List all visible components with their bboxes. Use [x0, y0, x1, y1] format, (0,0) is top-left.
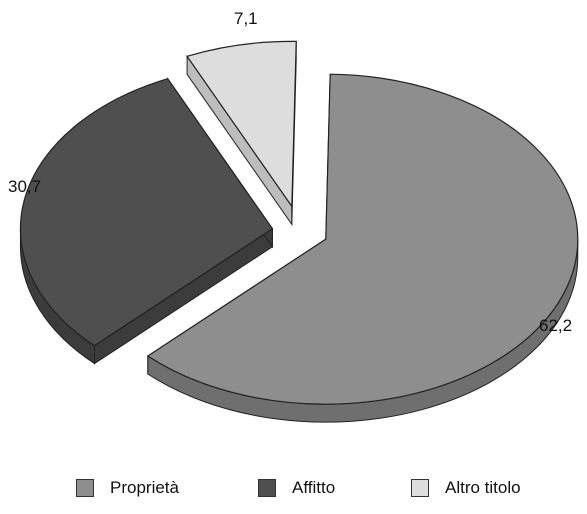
- legend-swatch-proprieta: [76, 479, 94, 497]
- slice-altro-titolo: [186, 40, 297, 226]
- slice-label-affitto: 30,7: [8, 177, 41, 196]
- legend-label-proprieta: Proprietà: [110, 478, 179, 497]
- legend-swatch-altro-titolo: [411, 479, 429, 497]
- slice-label-altro-titolo: 7,1: [234, 9, 258, 28]
- pie-chart: 62,2 30,7 7,1: [8, 9, 579, 423]
- legend-item-altro-titolo: Altro titolo: [411, 478, 521, 498]
- legend: Proprietà Affitto Altro titolo: [0, 478, 587, 510]
- legend-item-proprieta: Proprietà: [76, 478, 179, 498]
- slice-proprieta: [146, 73, 579, 423]
- legend-item-affitto: Affitto: [258, 478, 335, 498]
- legend-label-altro-titolo: Altro titolo: [445, 478, 521, 497]
- legend-label-affitto: Affitto: [292, 478, 336, 497]
- slice-affitto: [19, 77, 274, 365]
- legend-swatch-affitto: [258, 479, 276, 497]
- slice-label-proprieta: 62,2: [539, 316, 572, 335]
